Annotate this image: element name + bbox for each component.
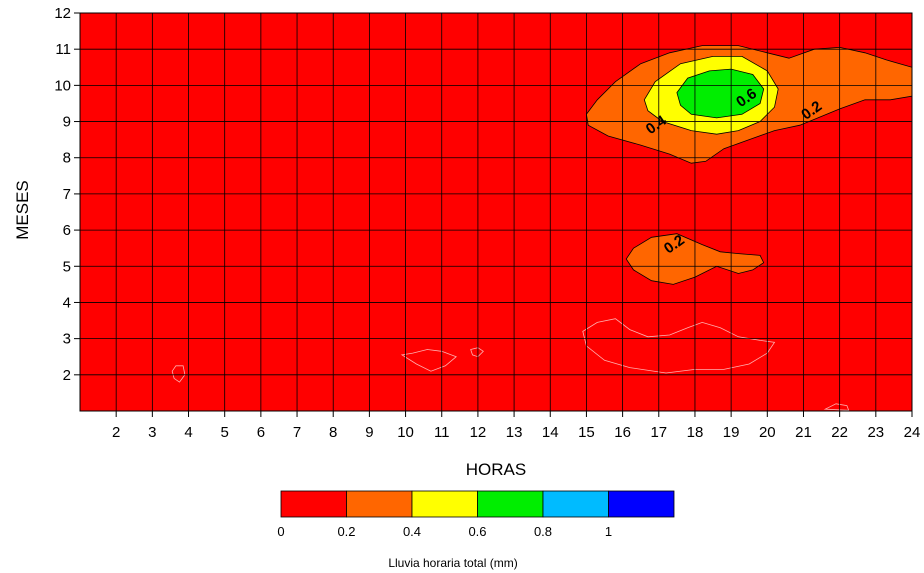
y-tick-label-9: 9 [63, 114, 71, 131]
colorbar-tick-label-1: 0.2 [337, 524, 355, 539]
colorbar-swatch-0 [280, 490, 347, 518]
zero-outline-1 [400, 349, 457, 372]
y-tick-label-2: 2 [63, 367, 71, 384]
x-tick-label-17: 17 [650, 424, 667, 441]
x-tick-label-3: 3 [148, 424, 156, 441]
x-tick-label-12: 12 [470, 424, 487, 441]
zero-outline-4 [823, 403, 850, 411]
x-tick-label-5: 5 [221, 424, 229, 441]
y-tick-label-5: 5 [63, 258, 71, 275]
colorbar-tick-label-3: 0.6 [468, 524, 486, 539]
colorbar-legend: 0 0.2 0.4 0.6 0.8 1 [277, 490, 675, 539]
x-tick-label-14: 14 [542, 424, 559, 441]
y-tick-label-6: 6 [63, 222, 71, 239]
x-tick-label-24: 24 [904, 424, 921, 441]
y-axis-ticks: 2 3 4 5 6 7 8 9 10 11 12 [54, 5, 80, 384]
colorbar-swatch-2 [411, 490, 478, 518]
x-tick-label-18: 18 [687, 424, 704, 441]
colorbar-swatch-4 [542, 490, 609, 518]
x-axis-title: HORAS [466, 460, 526, 479]
y-tick-label-7: 7 [63, 186, 71, 203]
y-axis-title: MESES [13, 180, 32, 240]
y-tick-label-3: 3 [63, 331, 71, 348]
x-tick-label-10: 10 [397, 424, 414, 441]
x-tick-label-7: 7 [293, 424, 301, 441]
colorbar-swatch-5 [608, 490, 675, 518]
colorbar-tick-label-2: 0.4 [403, 524, 421, 539]
x-tick-label-22: 22 [831, 424, 848, 441]
x-tick-label-20: 20 [759, 424, 776, 441]
y-tick-label-10: 10 [54, 77, 71, 94]
zero-outline-2 [470, 347, 484, 358]
y-tick-label-4: 4 [63, 294, 71, 311]
x-axis-ticks: 2 3 4 5 6 7 8 9 10 11 12 13 14 15 16 17 18 19 20 21 22 23 24 [112, 411, 920, 441]
y-tick-label-11: 11 [55, 41, 71, 58]
contour-region-0-6-3 [676, 68, 765, 119]
plot-area: 0.20.20.40.6 [79, 12, 913, 412]
zero-outline-3 [582, 318, 776, 374]
colorbar-tick-label-4: 0.8 [534, 524, 552, 539]
colorbar-title: Lluvia horaria total (mm) [388, 556, 517, 570]
colorbar-swatch-1 [346, 490, 413, 518]
x-tick-label-16: 16 [614, 424, 631, 441]
x-tick-label-15: 15 [578, 424, 595, 441]
x-tick-label-23: 23 [867, 424, 884, 441]
x-tick-label-13: 13 [506, 424, 523, 441]
x-tick-label-6: 6 [257, 424, 265, 441]
x-tick-label-11: 11 [434, 424, 450, 441]
y-tick-label-8: 8 [63, 150, 71, 167]
x-tick-label-9: 9 [365, 424, 373, 441]
colorbar-swatch-3 [477, 490, 544, 518]
x-tick-label-19: 19 [723, 424, 740, 441]
colorbar-tick-label-5: 1 [605, 524, 612, 539]
grid-lines [80, 13, 912, 411]
y-tick-label-12: 12 [54, 5, 71, 22]
x-tick-label-2: 2 [112, 424, 120, 441]
x-tick-label-8: 8 [329, 424, 337, 441]
x-tick-label-21: 21 [795, 424, 812, 441]
plot-frame [79, 12, 913, 412]
colorbar-tick-label-0: 0 [277, 524, 284, 539]
x-tick-label-4: 4 [184, 424, 192, 441]
